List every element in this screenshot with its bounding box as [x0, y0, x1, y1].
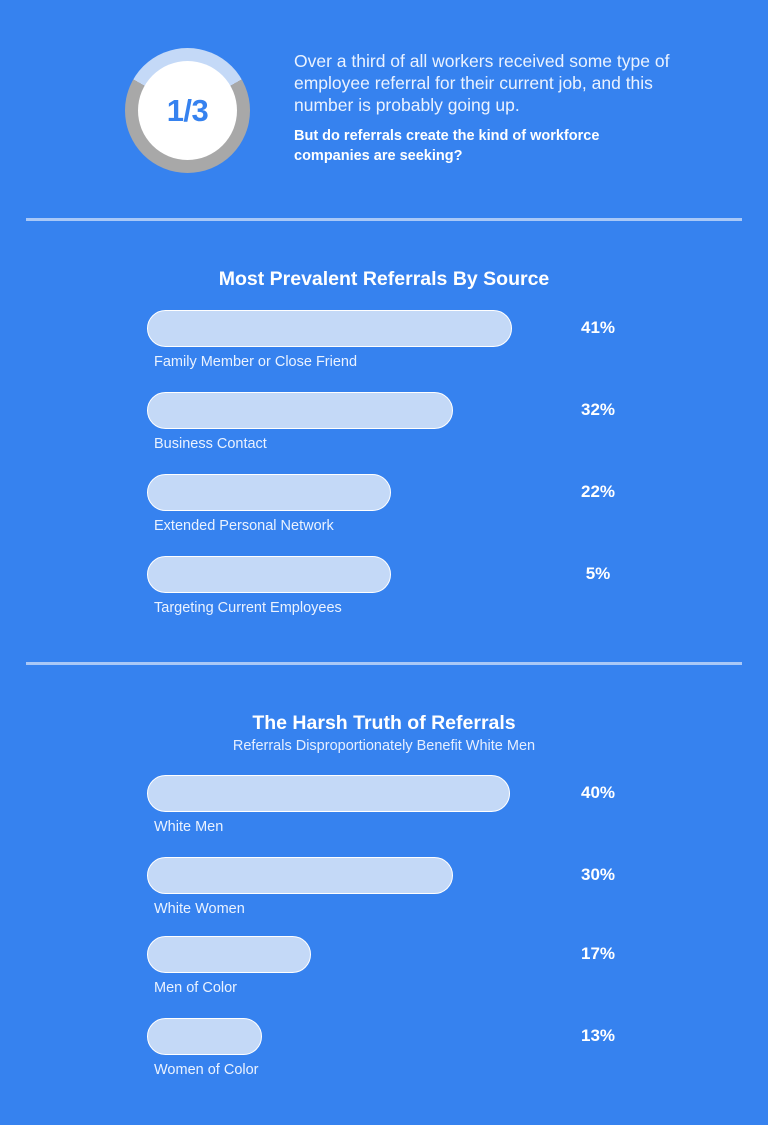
divider	[26, 218, 742, 221]
bar-value: 22%	[580, 482, 616, 501]
bar-label: Business Contact	[154, 436, 267, 452]
bar-row: 22% Extended Personal Network	[147, 474, 667, 544]
bar-value: 17%	[580, 944, 616, 963]
bar	[147, 474, 391, 511]
bar	[147, 857, 453, 894]
bar-row: 30% White Women	[147, 857, 667, 927]
bar	[147, 1018, 262, 1055]
bar-label: Men of Color	[154, 980, 238, 996]
bar-value: 30%	[580, 865, 616, 884]
bar-value: 40%	[580, 783, 616, 802]
bar-label: Extended Personal Network	[154, 518, 334, 534]
bar-label: White Women	[154, 901, 245, 917]
divider	[26, 662, 742, 665]
section2-title: The Harsh Truth of Referrals	[252, 712, 516, 734]
bar-label: White Men	[154, 819, 224, 835]
bar-row: 5% Targeting Current Employees	[147, 556, 667, 626]
bar	[147, 556, 391, 593]
bar-row: 41% Family Member or Close Friend	[147, 310, 667, 380]
bar-row: 40% White Men	[147, 775, 667, 845]
section1-title: Most Prevalent Referrals By Source	[218, 268, 550, 290]
bar-row: 13% Women of Color	[147, 1018, 667, 1088]
bar-row: 32% Business Contact	[147, 392, 667, 462]
ring-center: 1/3	[138, 61, 237, 160]
bar-value: 32%	[580, 400, 616, 419]
bar	[147, 310, 512, 347]
intro-text: Over a third of all workers received som…	[294, 51, 670, 115]
bar	[147, 936, 311, 973]
bar-label: Family Member or Close Friend	[154, 354, 358, 370]
section2-subtitle: Referrals Disproportionately Benefit Whi…	[232, 738, 536, 754]
intro-block: Over a third of all workers received som…	[294, 50, 674, 166]
bar	[147, 775, 510, 812]
bar	[147, 392, 453, 429]
bar-value: 41%	[580, 318, 616, 337]
bar-value: 13%	[580, 1026, 616, 1045]
bar-row: 17% Men of Color	[147, 936, 667, 1006]
one-third-ring-chart: 1/3	[125, 48, 250, 173]
bar-label: Women of Color	[154, 1062, 259, 1078]
ring-label: 1/3	[166, 92, 209, 128]
bar-label: Targeting Current Employees	[154, 600, 342, 616]
bar-value: 5%	[585, 564, 611, 583]
intro-question: But do referrals create the kind of work…	[294, 128, 600, 164]
